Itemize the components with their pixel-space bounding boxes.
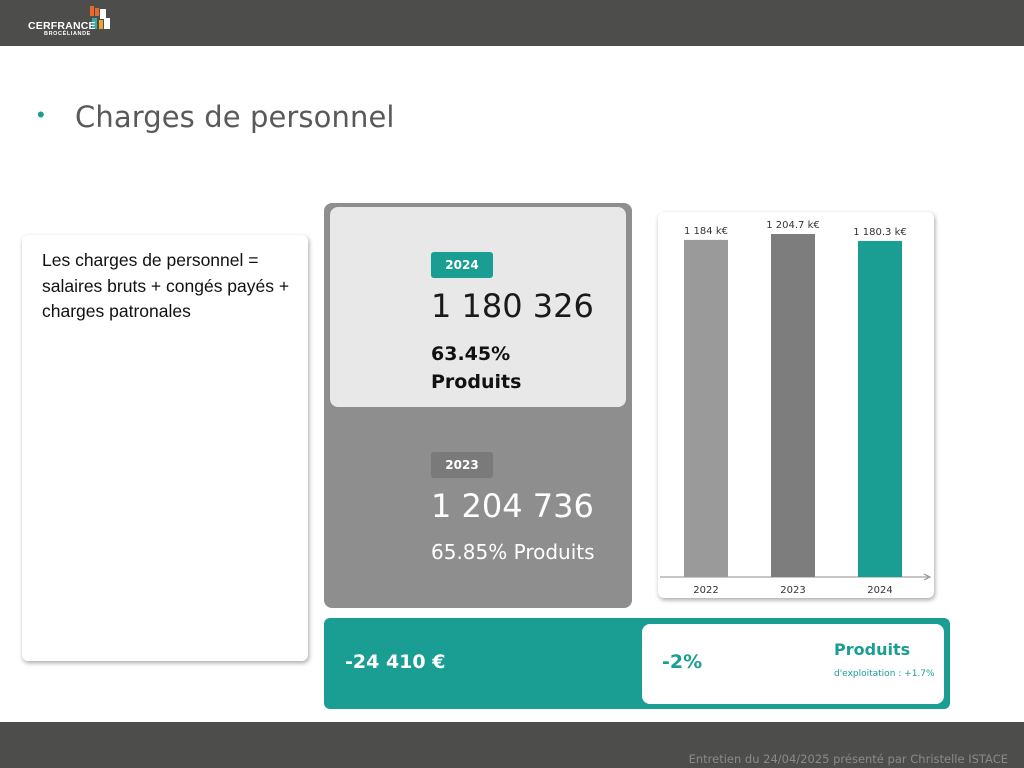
products-subtext: d'exploitation : +1.7%	[834, 669, 935, 679]
bar-chart: 1 184 k€ 2022 1 204.7 k€ 2023 1 180.3 k€ 2024	[660, 220, 932, 596]
year-badge-current: 2024	[431, 252, 493, 278]
bar-2023	[771, 234, 815, 577]
data-label-2022: 1 184 k€	[684, 226, 728, 237]
bar-chart-card: 1 184 k€ 2022 1 204.7 k€ 2023 1 180.3 k€ 2024	[658, 212, 934, 598]
current-percent: 63.45%	[431, 343, 511, 365]
current-percent-block: 63.45% Produits	[431, 340, 521, 396]
logo-shapes-icon	[90, 6, 110, 29]
kpi-current-card	[330, 207, 626, 407]
bar-2022	[684, 239, 728, 577]
page-title: Charges de personnel	[75, 100, 395, 134]
logo-name: CERFRANCE	[28, 20, 96, 32]
description-card: Les charges de personnel = salaires brut…	[22, 235, 308, 661]
previous-value: 1 204 736	[431, 487, 594, 525]
delta-card	[642, 624, 944, 704]
footer-text: Entretien du 24/04/2025 présenté par Chr…	[688, 752, 1008, 766]
tick-label-2024: 2024	[867, 585, 892, 596]
data-label-2024: 1 180.3 k€	[853, 227, 907, 238]
delta-percent: -2%	[662, 651, 703, 673]
data-label-2023: 1 204.7 k€	[766, 220, 820, 231]
description-text: Les charges de personnel = salaires brut…	[42, 250, 290, 321]
bar-2024	[858, 240, 902, 577]
x-axis-arrow-icon	[923, 573, 932, 581]
products-label: Produits	[834, 640, 911, 659]
cerfrance-logo: CERFRANCE BROCÉLIANDE	[28, 6, 128, 40]
current-percent-label: Produits	[431, 371, 522, 393]
title-bullet: •	[37, 102, 45, 127]
delta-amount: -24 410 €	[345, 651, 446, 673]
logo-subtitle: BROCÉLIANDE	[44, 31, 91, 37]
year-badge-previous: 2023	[431, 452, 493, 478]
header-bar: CERFRANCE BROCÉLIANDE	[0, 0, 1024, 46]
footer-bar: Entretien du 24/04/2025 présenté par Chr…	[0, 722, 1024, 768]
tick-label-2023: 2023	[780, 585, 805, 596]
previous-percent: 65.85% Produits	[431, 540, 595, 564]
tick-label-2022: 2022	[693, 585, 718, 596]
current-value: 1 180 326	[431, 287, 594, 325]
